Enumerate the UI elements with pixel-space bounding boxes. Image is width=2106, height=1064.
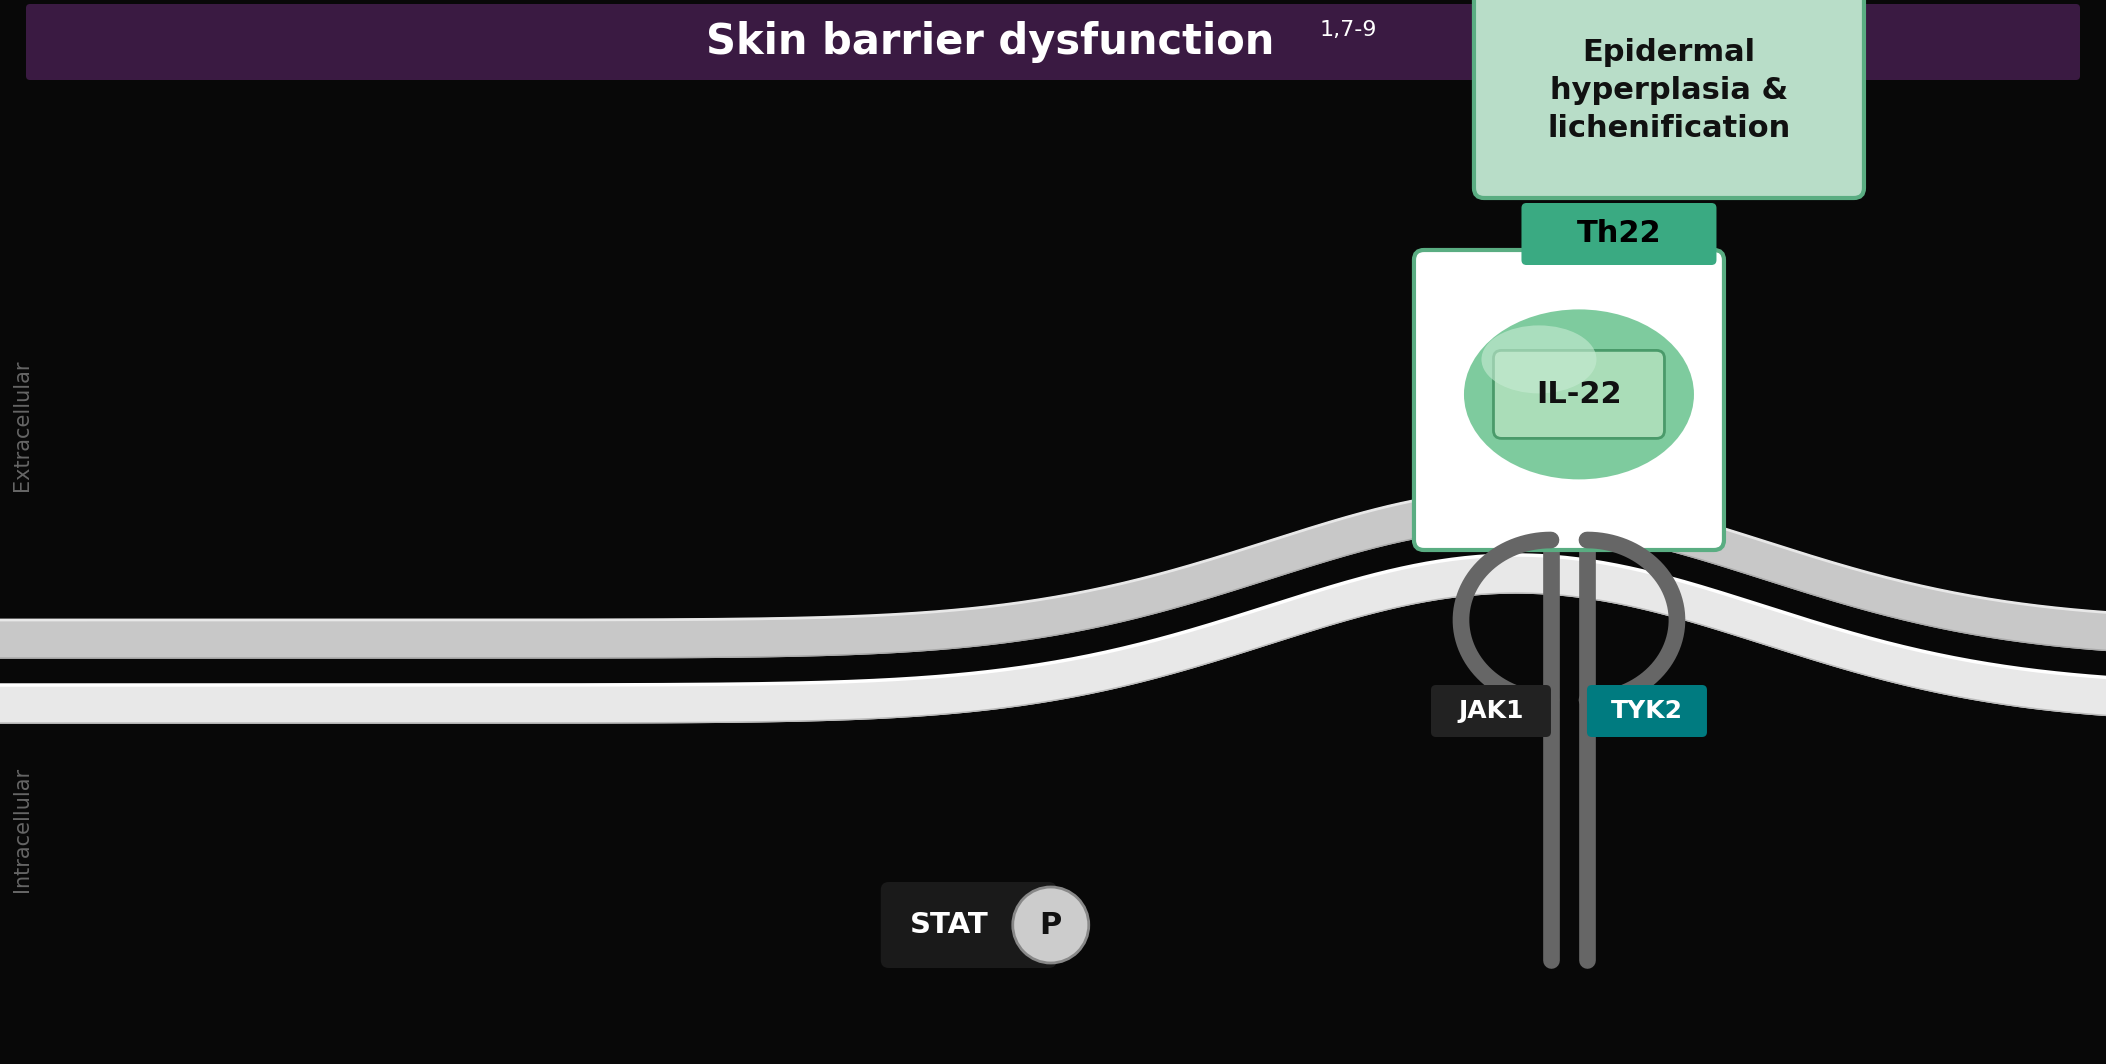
Text: P: P (1040, 911, 1061, 940)
Ellipse shape (1464, 310, 1693, 480)
Text: Extracellular: Extracellular (13, 360, 32, 492)
Text: Intracellular: Intracellular (13, 767, 32, 893)
FancyBboxPatch shape (1588, 685, 1708, 737)
Text: JAK1: JAK1 (1457, 699, 1525, 724)
Text: IL-22: IL-22 (1535, 380, 1622, 409)
Circle shape (1013, 887, 1089, 963)
Text: 1,7-9: 1,7-9 (1320, 20, 1377, 40)
Text: Skin barrier dysfunction: Skin barrier dysfunction (706, 21, 1274, 63)
FancyBboxPatch shape (25, 4, 2081, 80)
Text: TYK2: TYK2 (1611, 699, 1683, 724)
Ellipse shape (1481, 326, 1596, 394)
Text: Th22: Th22 (1577, 219, 1662, 249)
FancyBboxPatch shape (1493, 350, 1664, 438)
FancyBboxPatch shape (1430, 685, 1550, 737)
FancyBboxPatch shape (1413, 250, 1725, 550)
Text: Epidermal
hyperplasia &
lichenification: Epidermal hyperplasia & lichenification (1548, 38, 1790, 144)
FancyBboxPatch shape (1474, 0, 1864, 198)
FancyBboxPatch shape (1521, 203, 1716, 265)
FancyBboxPatch shape (880, 882, 1057, 968)
Text: STAT: STAT (910, 911, 988, 940)
